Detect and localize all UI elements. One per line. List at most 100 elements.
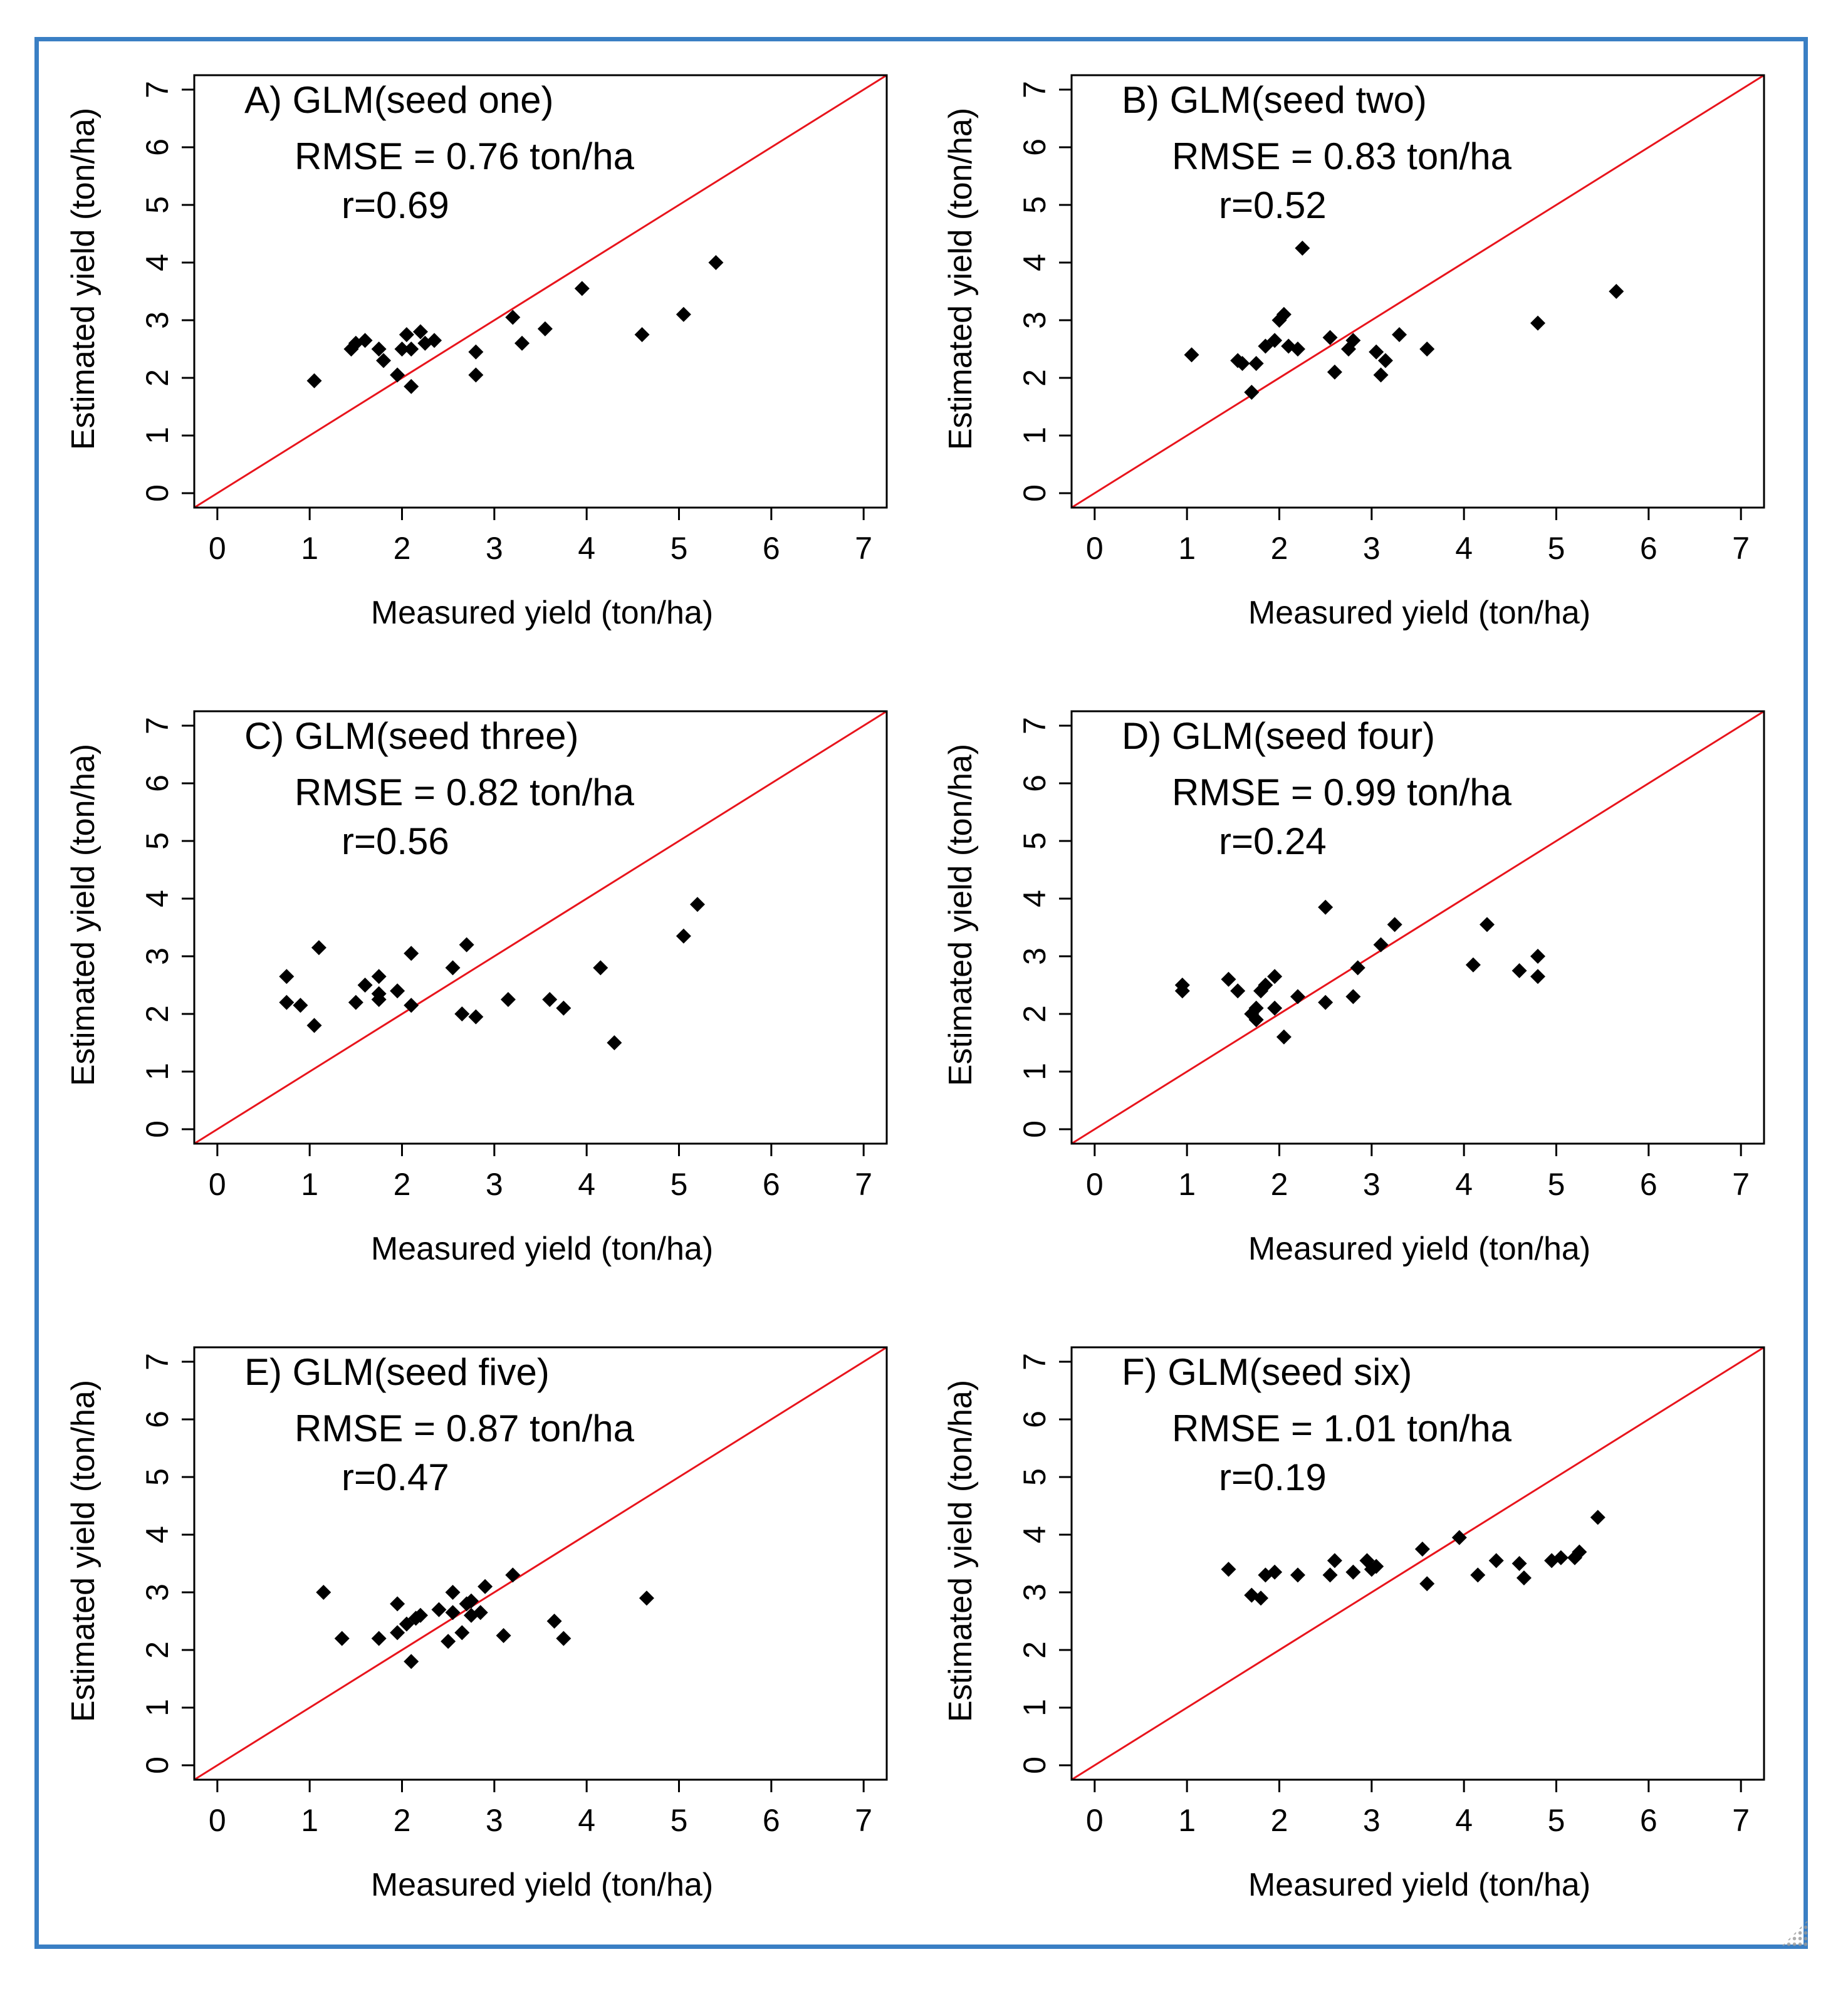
x-tick-label: 5	[671, 1167, 688, 1202]
data-point	[445, 960, 461, 976]
data-point	[1290, 342, 1305, 357]
data-point	[293, 998, 308, 1013]
data-point	[468, 344, 484, 360]
data-point	[441, 1634, 456, 1649]
x-tick-label: 6	[763, 1167, 780, 1202]
x-tick-label: 3	[486, 1803, 503, 1838]
data-point	[311, 940, 326, 956]
x-tick-label: 7	[855, 1803, 872, 1838]
y-tick-label: 4	[140, 254, 175, 271]
y-tick-label: 7	[1017, 81, 1052, 98]
x-tick-label: 4	[578, 531, 595, 566]
data-point	[1480, 917, 1495, 932]
panel-title: E) GLM(seed five)	[244, 1351, 550, 1393]
data-point	[1248, 1000, 1264, 1016]
data-point	[412, 1607, 428, 1623]
data-point	[542, 992, 558, 1007]
data-point	[371, 969, 387, 984]
x-tick-label: 4	[578, 1167, 595, 1202]
x-tick-label: 3	[486, 1167, 503, 1202]
data-point	[371, 342, 387, 357]
data-point	[316, 1585, 331, 1600]
x-tick-label: 2	[1271, 531, 1288, 566]
data-point	[1322, 1567, 1338, 1583]
data-point	[1345, 989, 1361, 1005]
data-point	[376, 353, 392, 368]
y-tick-label: 1	[1017, 427, 1052, 444]
y-tick-label: 0	[1017, 1757, 1052, 1774]
x-axis-label: Measured yield (ton/ha)	[371, 1867, 713, 1903]
data-point	[556, 1000, 572, 1016]
x-tick-label: 1	[301, 1167, 318, 1202]
x-axis-label: Measured yield (ton/ha)	[1248, 595, 1590, 631]
data-point	[357, 333, 373, 348]
data-point	[279, 994, 295, 1010]
y-tick-label: 5	[140, 832, 175, 850]
data-point	[348, 994, 363, 1010]
plot-box	[193, 1346, 888, 1781]
figure-frame	[34, 37, 1808, 1949]
data-point	[412, 324, 428, 340]
correlation-annotation: r=0.24	[1219, 820, 1327, 862]
data-point	[1230, 983, 1246, 999]
y-tick-label: 7	[1017, 1353, 1052, 1370]
x-axis-label: Measured yield (ton/ha)	[1248, 1231, 1590, 1267]
y-tick-label: 3	[1017, 311, 1052, 329]
panel-a: 0 1 2 3 4 5 6 7 0 1 2 3 4 5 6 7 Measured yield (ton/ha) E…	[65, 74, 888, 631]
y-tick-label: 5	[140, 1468, 175, 1486]
data-point	[1327, 364, 1342, 380]
y-tick-label: 0	[140, 484, 175, 502]
x-tick-label: 3	[1363, 531, 1381, 566]
data-point	[334, 1631, 350, 1646]
x-tick-label: 4	[1455, 531, 1473, 566]
y-tick-label: 5	[140, 196, 175, 214]
y-tick-label: 0	[140, 1757, 175, 1774]
data-point	[1470, 1567, 1486, 1583]
y-axis-label: Estimated yield (ton/ha)	[942, 1380, 979, 1722]
data-point	[1345, 333, 1361, 348]
y-tick-label: 1	[140, 1699, 175, 1716]
data-points	[306, 255, 724, 394]
y-tick-label: 3	[140, 1584, 175, 1601]
y-tick-label: 1	[140, 1063, 175, 1080]
data-point	[537, 321, 553, 337]
panel-e: 0 1 2 3 4 5 6 7 0 1 2 3 4 5 6 7 Measured yield (ton/ha) E…	[65, 1346, 888, 1903]
data-point	[639, 1590, 654, 1606]
y-axis-label: Estimated yield (ton/ha)	[65, 744, 102, 1086]
data-point	[472, 1605, 488, 1621]
data-point	[445, 1585, 461, 1600]
data-point	[390, 367, 405, 383]
data-point	[556, 1631, 572, 1646]
y-axis-label: Estimated yield (ton/ha)	[942, 744, 979, 1086]
data-point	[357, 978, 373, 993]
data-point	[404, 1654, 419, 1669]
x-tick-label: 5	[671, 531, 688, 566]
panel-title: C) GLM(seed three)	[244, 715, 579, 757]
plot-box	[1070, 74, 1765, 509]
data-point	[689, 897, 705, 912]
panel-title: A) GLM(seed one)	[244, 79, 554, 121]
data-point	[1276, 306, 1292, 322]
y-tick-label: 3	[1017, 948, 1052, 965]
data-point	[1530, 969, 1546, 984]
y-tick-label: 1	[1017, 1699, 1052, 1716]
data-point	[306, 1018, 322, 1033]
data-point	[454, 1625, 470, 1641]
x-tick-label: 5	[671, 1803, 688, 1838]
data-point	[1184, 347, 1199, 363]
data-points	[1184, 241, 1624, 400]
x-tick-label: 7	[1732, 1167, 1750, 1202]
y-tick-label: 2	[1017, 1641, 1052, 1659]
data-point	[574, 281, 590, 296]
data-point	[404, 998, 419, 1013]
data-point	[390, 983, 405, 999]
data-point	[1511, 963, 1527, 978]
x-tick-label: 3	[1363, 1803, 1381, 1838]
plot-box	[1070, 1346, 1765, 1781]
data-point	[1373, 367, 1389, 383]
data-point	[431, 1602, 447, 1617]
y-tick-label: 4	[1017, 890, 1052, 907]
data-point	[1267, 333, 1283, 348]
y-tick-label: 3	[140, 311, 175, 329]
y-tick-label: 5	[1017, 196, 1052, 214]
